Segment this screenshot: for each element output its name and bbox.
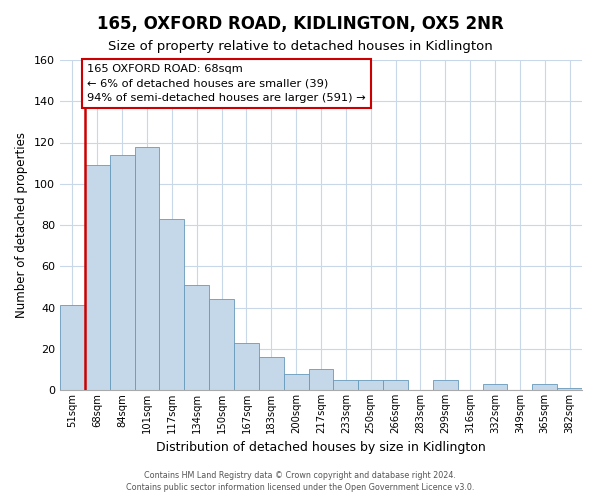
Bar xyxy=(308,370,334,390)
Bar xyxy=(110,155,134,390)
Bar xyxy=(383,380,408,390)
Bar xyxy=(433,380,458,390)
Bar xyxy=(482,384,508,390)
Bar xyxy=(284,374,308,390)
Bar xyxy=(160,219,184,390)
Bar xyxy=(85,165,110,390)
Bar xyxy=(557,388,582,390)
Text: Contains HM Land Registry data © Crown copyright and database right 2024.
Contai: Contains HM Land Registry data © Crown c… xyxy=(126,471,474,492)
Text: Size of property relative to detached houses in Kidlington: Size of property relative to detached ho… xyxy=(107,40,493,53)
Bar xyxy=(334,380,358,390)
X-axis label: Distribution of detached houses by size in Kidlington: Distribution of detached houses by size … xyxy=(156,442,486,454)
Bar xyxy=(184,285,209,390)
Bar xyxy=(532,384,557,390)
Y-axis label: Number of detached properties: Number of detached properties xyxy=(16,132,28,318)
Bar xyxy=(134,146,160,390)
Bar xyxy=(60,306,85,390)
Bar xyxy=(358,380,383,390)
Bar xyxy=(259,357,284,390)
Bar xyxy=(234,342,259,390)
Text: 165 OXFORD ROAD: 68sqm
← 6% of detached houses are smaller (39)
94% of semi-deta: 165 OXFORD ROAD: 68sqm ← 6% of detached … xyxy=(88,64,366,103)
Text: 165, OXFORD ROAD, KIDLINGTON, OX5 2NR: 165, OXFORD ROAD, KIDLINGTON, OX5 2NR xyxy=(97,15,503,33)
Bar xyxy=(209,299,234,390)
